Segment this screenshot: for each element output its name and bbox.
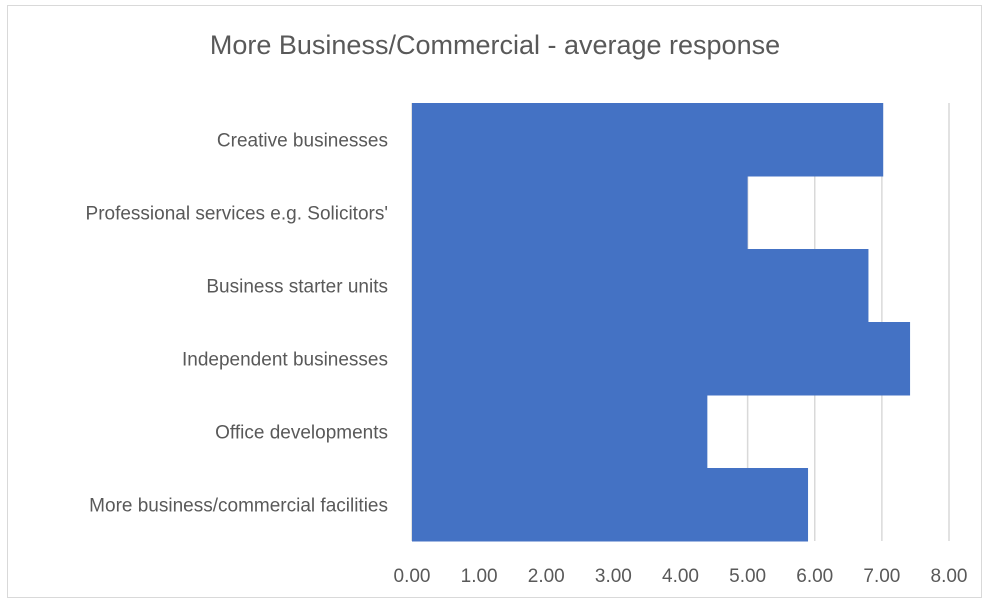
x-tick-label: 1.00 [461,566,498,587]
x-tick-label: 3.00 [595,566,632,587]
category-label: Independent businesses [182,350,388,371]
category-label: Creative businesses [217,131,388,152]
category-label: More business/commercial facilities [89,496,388,517]
category-label: Business starter units [206,277,388,298]
category-label: Office developments [215,423,388,444]
category-labels: Creative businesses Professional services… [86,131,388,517]
x-tick-label: 8.00 [931,566,968,587]
category-label: Professional services e.g. Solicitors' [86,204,388,225]
x-tick-label: 6.00 [796,566,833,587]
x-axis-tick-labels: 0.00 1.00 2.00 3.00 4.00 5.00 6.00 7.00 8.00 [394,566,968,587]
x-tick-label: 2.00 [528,566,565,587]
bars [412,103,911,542]
bar [412,322,911,396]
x-tick-label: 5.00 [729,566,766,587]
bar [412,249,869,323]
x-tick-label: 7.00 [863,566,900,587]
bar [412,176,748,250]
x-tick-label: 4.00 [662,566,699,587]
bar [412,468,809,542]
bar [412,103,884,177]
x-tick-label: 0.00 [394,566,431,587]
chart-title: More Business/Commercial - average respo… [209,30,781,60]
bar [412,395,708,469]
